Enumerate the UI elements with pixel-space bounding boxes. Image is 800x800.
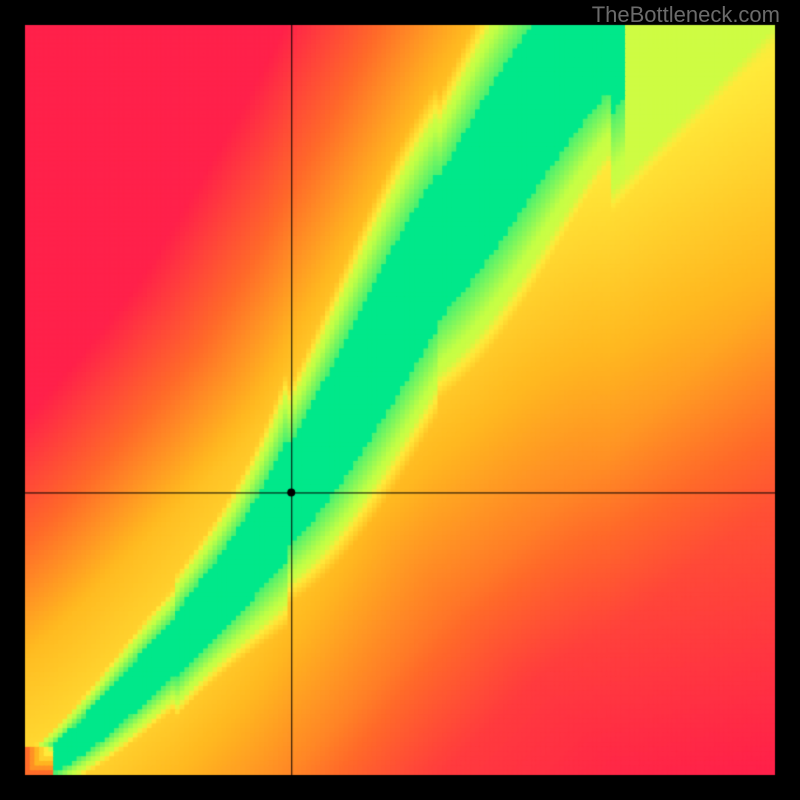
bottleneck-heatmap <box>0 0 800 800</box>
chart-container: { "canvas": { "width": 800, "height": 80… <box>0 0 800 800</box>
watermark-text: TheBottleneck.com <box>592 2 780 28</box>
